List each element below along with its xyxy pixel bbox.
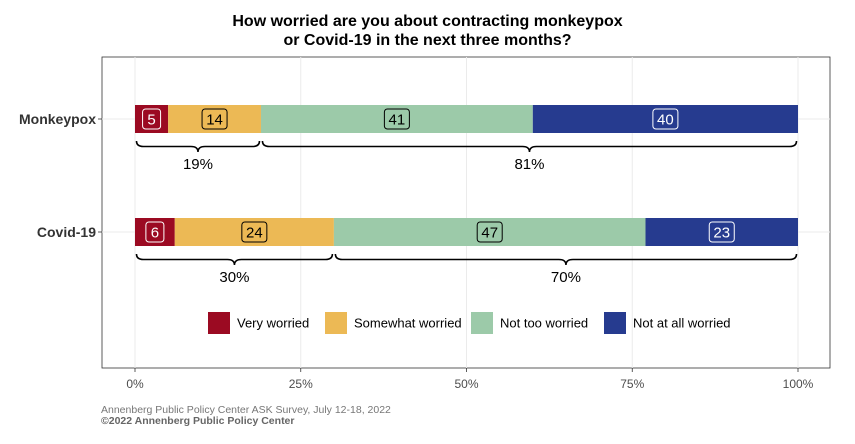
bar-label-box [383,108,410,130]
bar-label-box [476,221,503,243]
bracket-label: 70% [551,269,581,286]
chart-title-line-2: or Covid-19 in the next three months? [283,32,572,49]
bar-value-label: 23 [713,225,730,242]
legend-label: Somewhat worried [354,316,462,331]
y-category-label: Covid-19 [37,224,96,240]
bar-segment [135,105,169,133]
legend-swatch [208,312,230,334]
chart-title-line-1: How worried are you about contracting mo… [232,13,623,30]
bar-value-label: 5 [147,112,155,129]
y-category-label: Monkeypox [19,111,96,127]
bar-segment [174,218,334,246]
bar-label-box [652,108,679,130]
x-tick-label: 100% [783,377,814,391]
bar-value-label: 47 [481,225,498,242]
bar-value-label: 6 [151,225,159,242]
bar-segment [645,218,798,246]
bar-segment [260,105,533,133]
bar-value-label: 41 [389,112,406,129]
bracket [334,253,798,266]
chart-footer: Annenberg Public Policy Center ASK Surve… [101,405,391,427]
bar-label-box [142,108,162,130]
bar-value-label: 14 [206,112,223,129]
bar-value-label: 40 [657,112,674,129]
bracket [135,140,261,153]
legend-swatch [604,312,626,334]
x-tick-label: 0% [126,377,144,391]
x-tick-label: 75% [620,377,644,391]
legend-swatch [325,312,347,334]
legend-label: Not at all worried [633,316,731,331]
bracket-label: 30% [219,269,249,286]
bar-label-box [145,221,165,243]
legend-swatch [471,312,493,334]
x-tick-label: 25% [289,377,313,391]
x-tick-label: 50% [454,377,478,391]
bracket [261,140,798,153]
bar-segment [532,105,798,133]
legend-label: Very worried [237,316,309,331]
footer-copyright: ©2022 Annenberg Public Policy Center [101,415,295,427]
bar-label-box [201,108,228,130]
bracket [135,253,334,266]
bar-label-box [708,221,735,243]
bar-value-label: 24 [246,225,263,242]
legend-label: Not too worried [500,316,588,331]
bar-segment [135,218,175,246]
bar-label-box [241,221,268,243]
footer-source: Annenberg Public Policy Center ASK Surve… [101,404,391,416]
bar-segment [168,105,261,133]
chart-title: How worried are you about contracting mo… [0,12,855,50]
bracket-label: 81% [514,156,544,173]
bracket-label: 19% [183,156,213,173]
bar-segment [333,218,646,246]
